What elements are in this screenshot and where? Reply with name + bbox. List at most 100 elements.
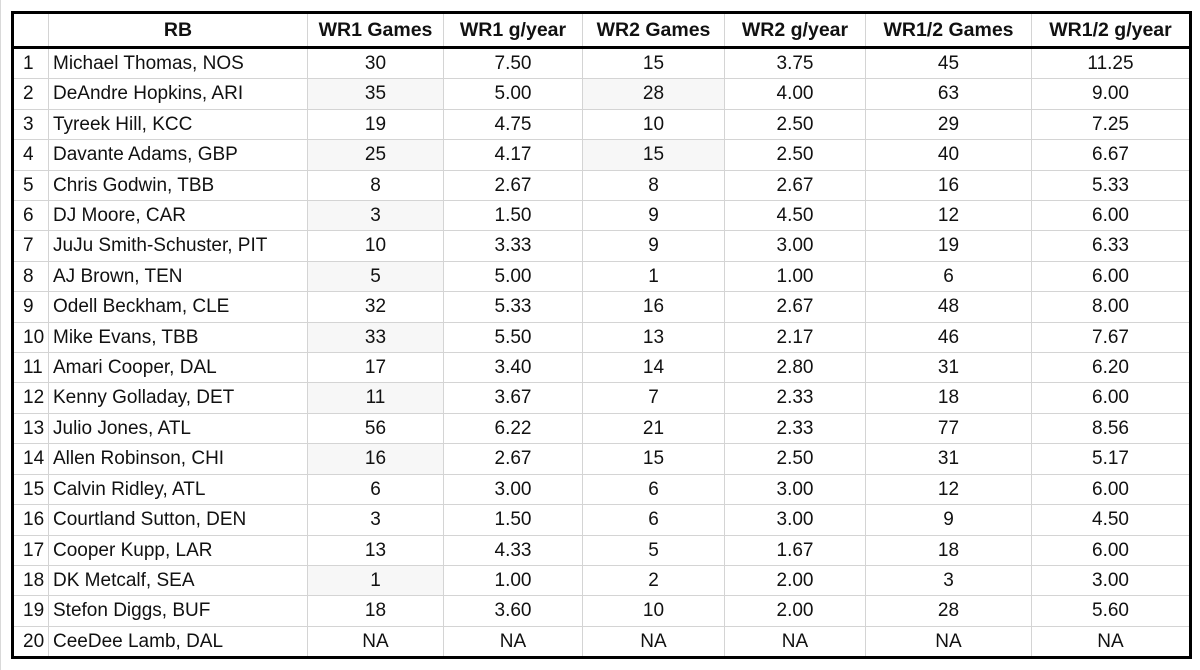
cell-wr12-g-year[interactable]: 11.25 — [1031, 47, 1191, 80]
cell-wr2-games[interactable]: 2 — [582, 565, 725, 597]
cell-wr12-g-year[interactable]: 6.33 — [1031, 230, 1191, 262]
cell-wr12-games[interactable]: 16 — [865, 170, 1032, 202]
cell-rank[interactable]: 9 — [12, 291, 49, 323]
cell-wr2-g-year[interactable]: 3.00 — [724, 474, 866, 506]
cell-player-name[interactable]: DeAndre Hopkins, ARI — [48, 78, 308, 110]
header-wr12-g-year[interactable]: WR1/2 g/year — [1031, 12, 1191, 49]
header-wr2-games[interactable]: WR2 Games — [582, 12, 725, 49]
cell-wr12-g-year[interactable]: 7.25 — [1031, 109, 1191, 141]
cell-wr12-games[interactable]: 12 — [865, 474, 1032, 506]
cell-wr2-games[interactable]: 16 — [582, 291, 725, 323]
cell-wr12-games[interactable]: NA — [865, 626, 1032, 658]
cell-player-name[interactable]: Courtland Sutton, DEN — [48, 504, 308, 536]
cell-rank[interactable]: 4 — [12, 139, 49, 171]
cell-wr12-games[interactable]: 9 — [865, 504, 1032, 536]
cell-wr12-games[interactable]: 19 — [865, 230, 1032, 262]
cell-wr1-g-year[interactable]: 1.50 — [443, 200, 583, 232]
cell-wr1-games[interactable]: 25 — [307, 139, 444, 171]
cell-wr2-g-year[interactable]: 1.67 — [724, 535, 866, 566]
cell-wr1-games[interactable]: NA — [307, 626, 444, 658]
cell-wr2-g-year[interactable]: 2.67 — [724, 170, 866, 202]
cell-wr1-games[interactable]: 30 — [307, 47, 444, 80]
cell-wr2-g-year[interactable]: 4.00 — [724, 78, 866, 110]
cell-wr1-games[interactable]: 3 — [307, 200, 444, 232]
cell-wr1-g-year[interactable]: 5.33 — [443, 291, 583, 323]
cell-wr12-g-year[interactable]: 6.67 — [1031, 139, 1191, 171]
cell-wr2-g-year[interactable]: 1.00 — [724, 261, 866, 293]
cell-wr2-g-year[interactable]: 2.17 — [724, 322, 866, 354]
header-wr1-games[interactable]: WR1 Games — [307, 12, 444, 49]
cell-rank[interactable]: 8 — [12, 261, 49, 293]
cell-wr1-games[interactable]: 56 — [307, 413, 444, 445]
cell-wr2-games[interactable]: 6 — [582, 504, 725, 536]
cell-wr12-g-year[interactable]: 6.20 — [1031, 352, 1191, 384]
cell-wr1-games[interactable]: 33 — [307, 322, 444, 354]
cell-rank[interactable]: 19 — [12, 595, 49, 627]
cell-wr12-games[interactable]: 31 — [865, 443, 1032, 475]
cell-wr2-games[interactable]: 15 — [582, 443, 725, 475]
header-rb[interactable]: RB — [48, 12, 308, 49]
cell-wr12-g-year[interactable]: 6.00 — [1031, 382, 1191, 414]
cell-wr12-games[interactable]: 40 — [865, 139, 1032, 171]
cell-wr12-games[interactable]: 31 — [865, 352, 1032, 384]
cell-wr1-g-year[interactable]: 1.50 — [443, 504, 583, 536]
header-wr12-games[interactable]: WR1/2 Games — [865, 12, 1032, 49]
cell-wr2-games[interactable]: 7 — [582, 382, 725, 414]
cell-wr2-g-year[interactable]: 2.33 — [724, 413, 866, 445]
cell-wr2-g-year[interactable]: 2.00 — [724, 565, 866, 597]
cell-wr1-g-year[interactable]: 4.75 — [443, 109, 583, 141]
cell-wr12-games[interactable]: 3 — [865, 565, 1032, 597]
header-wr1-g-year[interactable]: WR1 g/year — [443, 12, 583, 49]
cell-wr12-g-year[interactable]: NA — [1097, 630, 1124, 652]
cell-wr1-games[interactable]: 6 — [307, 474, 444, 506]
cell-player-name[interactable]: Allen Robinson, CHI — [48, 443, 308, 475]
cell-wr1-games[interactable]: 13 — [307, 535, 444, 566]
cell-wr12-g-year[interactable]: 5.60 — [1031, 595, 1191, 627]
cell-wr12-games[interactable]: 28 — [865, 595, 1032, 627]
cell-wr1-g-year[interactable]: 2.67 — [443, 443, 583, 475]
cell-wr1-games[interactable]: 11 — [307, 382, 444, 414]
cell-wr12-g-year[interactable]: 7.67 — [1031, 322, 1191, 354]
cell-wr2-games[interactable]: 15 — [582, 47, 725, 80]
cell-wr2-games[interactable]: NA — [582, 626, 725, 658]
cell-wr1-g-year[interactable]: 5.50 — [443, 322, 583, 354]
cell-wr2-games[interactable]: 8 — [582, 170, 725, 202]
cell-wr12-g-year[interactable]: 6.00 — [1031, 474, 1191, 506]
cell-wr1-g-year[interactable]: 4.33 — [443, 535, 583, 566]
cell-wr2-g-year[interactable]: 2.50 — [724, 139, 866, 171]
cell-wr12-games[interactable]: 6 — [865, 261, 1032, 293]
cell-wr1-g-year[interactable]: 2.67 — [443, 170, 583, 202]
cell-wr1-games[interactable]: 10 — [307, 230, 444, 262]
cell-wr2-games[interactable]: 6 — [582, 474, 725, 506]
cell-wr1-games[interactable]: 18 — [307, 595, 444, 627]
cell-wr2-games[interactable]: 28 — [582, 78, 725, 110]
cell-wr1-g-year[interactable]: 3.00 — [443, 474, 583, 506]
cell-rank[interactable]: 7 — [12, 230, 49, 262]
cell-player-name[interactable]: Amari Cooper, DAL — [48, 352, 308, 384]
cell-wr1-games[interactable]: 16 — [307, 443, 444, 475]
cell-wr2-g-year[interactable]: 2.33 — [724, 382, 866, 414]
cell-player-name[interactable]: DK Metcalf, SEA — [48, 565, 308, 597]
cell-wr2-games[interactable]: 1 — [582, 261, 725, 293]
cell-rank[interactable]: 5 — [12, 170, 49, 202]
header-wr2-g-year[interactable]: WR2 g/year — [724, 12, 866, 49]
cell-wr12-games[interactable]: 63 — [865, 78, 1032, 110]
cell-player-name[interactable]: AJ Brown, TEN — [48, 261, 308, 293]
cell-wr2-g-year[interactable]: NA — [724, 626, 866, 658]
cell-wr12-g-year[interactable]: 8.56 — [1031, 413, 1191, 445]
cell-wr2-g-year[interactable]: 2.00 — [724, 595, 866, 627]
cell-rank[interactable]: 3 — [12, 109, 49, 141]
cell-player-name[interactable]: Michael Thomas, NOS — [48, 47, 308, 80]
cell-wr12-g-year[interactable]: 9.00 — [1031, 78, 1191, 110]
cell-rank[interactable]: 10 — [12, 322, 49, 354]
cell-wr1-games[interactable]: 35 — [307, 78, 444, 110]
cell-rank[interactable]: 13 — [12, 413, 49, 445]
cell-player-name[interactable]: Julio Jones, ATL — [48, 413, 308, 445]
header-rank[interactable] — [12, 12, 49, 49]
cell-wr1-g-year[interactable]: 1.00 — [443, 565, 583, 597]
cell-wr12-games[interactable]: 48 — [865, 291, 1032, 323]
cell-rank[interactable]: 6 — [12, 200, 49, 232]
cell-player-name[interactable]: Tyreek Hill, KCC — [48, 109, 308, 141]
cell-wr1-g-year[interactable]: 3.60 — [443, 595, 583, 627]
cell-wr2-games[interactable]: 21 — [582, 413, 725, 445]
